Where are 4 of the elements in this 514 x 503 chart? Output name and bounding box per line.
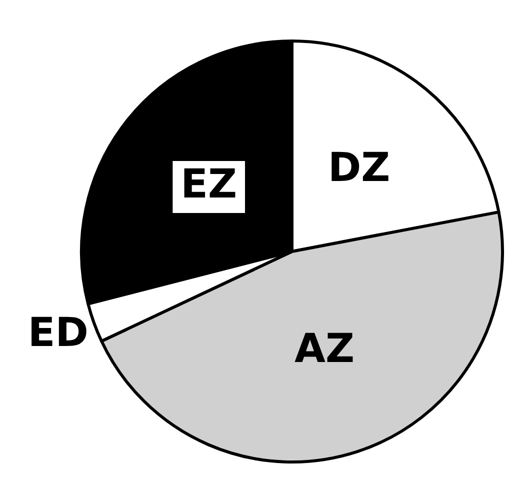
slice-label: ED bbox=[28, 310, 88, 356]
slice-label: AZ bbox=[294, 326, 355, 372]
slice-label: DZ bbox=[328, 144, 390, 191]
slice-label: EZ bbox=[180, 161, 237, 208]
